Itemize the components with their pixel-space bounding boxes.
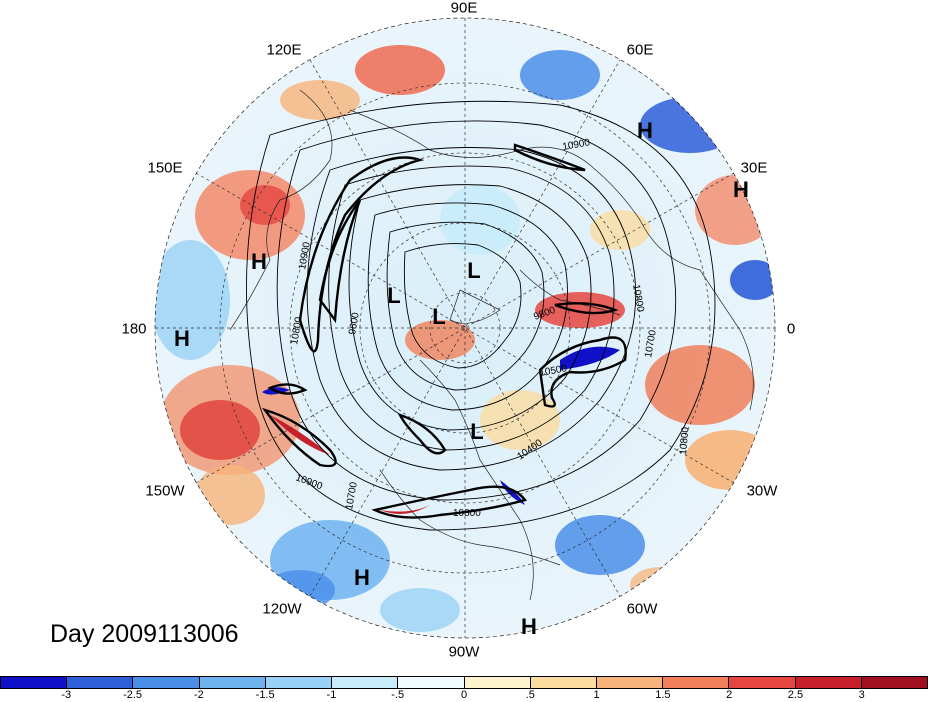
- colorbar-segment: [464, 677, 531, 688]
- lon-label-120e: 120E: [266, 41, 302, 59]
- lon-label-150w: 150W: [145, 482, 185, 500]
- lon-label-180: 180: [121, 320, 147, 338]
- lon-label-90w: 90W: [448, 643, 480, 661]
- contour-label: 10800: [630, 284, 646, 314]
- colorbar-tick-label: -.5: [391, 689, 405, 701]
- low-center-marker: L: [387, 283, 401, 308]
- colorbar-segment: [332, 677, 399, 688]
- high-center-marker: H: [354, 565, 370, 590]
- graticule: [155, 18, 775, 638]
- colorbar-tick-label: -3: [61, 689, 72, 701]
- contour-label: 10800: [678, 426, 691, 455]
- colorbar-tick-label: 0: [460, 689, 468, 701]
- height-contours: [246, 100, 716, 531]
- lon-label-60e: 60E: [626, 41, 654, 59]
- lon-label-60w: 60W: [626, 600, 658, 618]
- colorbar-segment: [663, 677, 730, 688]
- colorbar-tick-label: 2.5: [787, 689, 804, 701]
- lon-label-120w: 120W: [262, 600, 302, 618]
- contour-label: 10900: [562, 137, 592, 153]
- contour-label: 10700: [643, 329, 659, 359]
- low-center-marker: L: [432, 304, 446, 329]
- colorbar-segment: [861, 677, 928, 688]
- colorbar-tick-label: 3: [858, 689, 865, 701]
- colorbar-segment: [199, 677, 266, 688]
- lon-label-30e: 30E: [740, 159, 768, 177]
- colorbar-segment: [596, 677, 664, 688]
- colorbar: [0, 676, 928, 689]
- lon-label-150e: 150E: [147, 159, 183, 177]
- colorbar-segment: [729, 677, 796, 688]
- colorbar-segment: [530, 677, 597, 688]
- colorbar-segment: [1, 677, 68, 688]
- contour-label: 10800: [453, 508, 481, 519]
- map-boundary: [154, 17, 776, 639]
- colorbar-segment: [265, 677, 333, 688]
- colorbar-segment: [133, 677, 200, 688]
- contour-label: 10700: [344, 481, 360, 511]
- contour-label: 10900: [297, 241, 313, 271]
- high-center-marker: H: [174, 326, 190, 351]
- lon-label-30w: 30W: [746, 482, 778, 500]
- jet-contours: [262, 143, 627, 519]
- colorbar-tick-label: -2: [193, 689, 204, 701]
- contour-label: 10800: [289, 316, 305, 346]
- colorbar-segment: [398, 677, 465, 688]
- high-center-marker: H: [637, 118, 653, 143]
- lon-label-90e: 90E: [450, 0, 478, 17]
- high-center-marker: H: [251, 249, 267, 274]
- colorbar-tick-label: .5: [525, 689, 535, 701]
- contour-label: 9600: [347, 311, 362, 335]
- lon-label-0: 0: [786, 320, 796, 338]
- colorbar-tick-label: 1.5: [655, 689, 671, 701]
- colorbar-segment: [795, 677, 862, 688]
- day-title: Day 2009113006: [50, 620, 239, 648]
- low-center-marker: L: [467, 258, 481, 283]
- colorbar-tick-label: -1: [326, 689, 337, 701]
- colorbar-tick-label: 1: [593, 689, 600, 701]
- colorbar-tick-label: 2: [726, 689, 733, 701]
- high-center-marker: H: [521, 614, 537, 639]
- high-center-marker: H: [733, 177, 749, 202]
- contour-label: 10500: [539, 363, 569, 379]
- low-center-marker: L: [470, 419, 484, 444]
- colorbar-tick-label: -2.5: [123, 689, 143, 701]
- colorbar-tick-label: -1.5: [255, 689, 275, 701]
- colorbar-segment: [67, 677, 134, 688]
